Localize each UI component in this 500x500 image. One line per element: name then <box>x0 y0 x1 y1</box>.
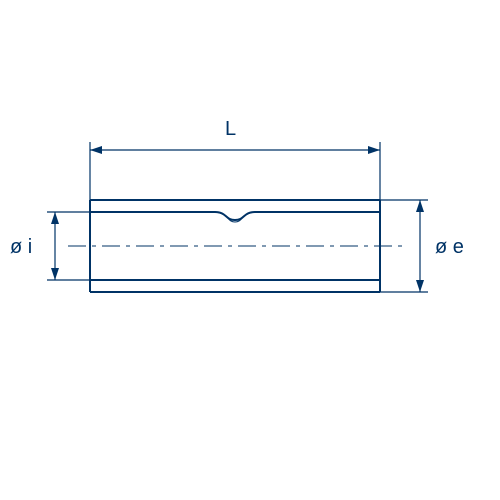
dimension-label-length: L <box>225 118 236 141</box>
technical-drawing: L ø i ø e <box>0 0 500 500</box>
drawing-svg <box>0 0 500 500</box>
dimension-label-outer-dia: ø e <box>435 236 464 259</box>
dimension-label-inner-dia: ø i <box>10 236 32 259</box>
